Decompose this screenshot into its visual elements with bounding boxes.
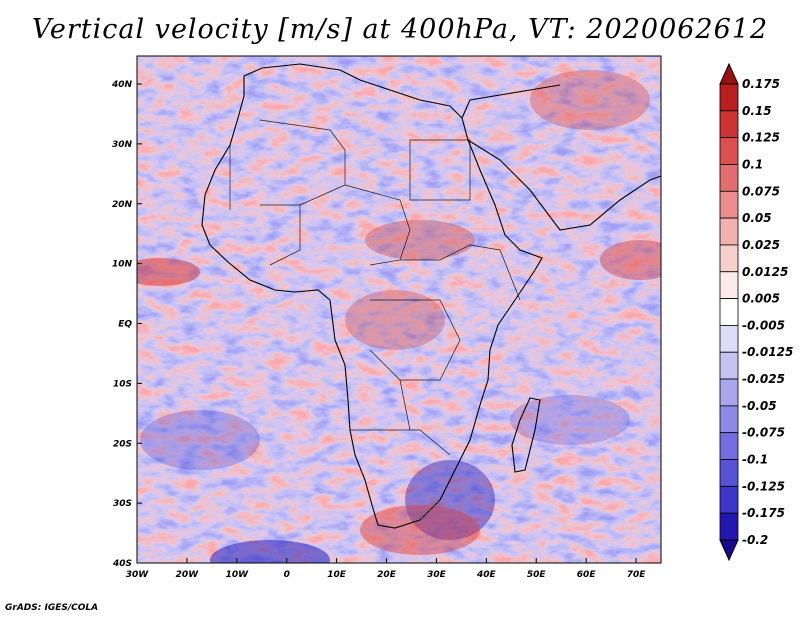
colorbar-swatch bbox=[719, 351, 739, 380]
colorbar-label: 0.175 bbox=[742, 77, 780, 91]
lon-tick-label: 70E bbox=[627, 570, 647, 580]
lon-tick-label: 40E bbox=[476, 570, 497, 580]
longitude-axis: 30W 20W 10W 0 10E 20E 30E 40E 50E 60E 70E bbox=[126, 558, 646, 580]
lon-tick-label: 50E bbox=[527, 570, 547, 580]
colorbar-swatch bbox=[719, 432, 739, 460]
colorbar-swatch bbox=[719, 378, 739, 407]
colorbar-label: -0.05 bbox=[742, 399, 777, 413]
lon-tick-label: 20E bbox=[377, 570, 397, 580]
lat-tick-label: 40S bbox=[112, 559, 132, 569]
lat-tick-label: 10S bbox=[113, 379, 132, 389]
lat-tick-label: EQ bbox=[118, 320, 132, 330]
plot-frame bbox=[136, 55, 662, 564]
colorbar-label: -0.2 bbox=[742, 533, 768, 547]
colorbar-swatch bbox=[719, 83, 739, 112]
colorbar: 0.175 0.15 0.125 0.1 0.075 0.05 0.025 0.0125 0.0… bbox=[719, 62, 793, 562]
lat-tick-label: 40N bbox=[111, 80, 133, 90]
lon-tick-label: 10W bbox=[226, 570, 250, 580]
colorbar-label: 0.05 bbox=[742, 211, 772, 225]
lon-tick-label: 20W bbox=[176, 570, 200, 580]
colorbar-swatch bbox=[719, 217, 739, 246]
colorbar-swatch bbox=[719, 405, 739, 434]
colorbar-bottom-arrow bbox=[719, 539, 739, 562]
lon-tick-label: 10E bbox=[327, 570, 347, 580]
lat-tick-label: 10N bbox=[112, 260, 133, 270]
colorbar-swatch bbox=[719, 298, 739, 326]
credit-label: GrADS: IGES/COLA bbox=[5, 603, 99, 613]
lon-tick-label: 30E bbox=[427, 570, 447, 580]
colorbar-swatch bbox=[719, 271, 739, 299]
colorbar-label: -0.075 bbox=[742, 426, 785, 440]
lat-tick-label: 30N bbox=[112, 140, 133, 150]
colorbar-swatch bbox=[719, 485, 739, 514]
lon-tick-label: 30W bbox=[126, 570, 150, 580]
latitude-axis: 40N 30N 20N 10N EQ 10S 20S 30S 40S bbox=[111, 80, 142, 569]
lat-tick-label: 30S bbox=[113, 499, 132, 509]
colorbar-label: 0.15 bbox=[742, 104, 772, 118]
colorbar-swatch bbox=[719, 110, 739, 139]
colorbar-label: 0.075 bbox=[742, 184, 780, 198]
colorbar-label: -0.0125 bbox=[742, 345, 793, 359]
coastlines bbox=[201, 63, 662, 529]
colorbar-label: 0.025 bbox=[742, 238, 780, 252]
colorbar-top-arrow bbox=[719, 62, 739, 85]
lat-tick-label: 20S bbox=[113, 439, 132, 449]
colorbar-label: -0.1 bbox=[742, 453, 768, 467]
map-title: Vertical velocity [m/s] at 400hPa, VT: 2… bbox=[31, 14, 769, 45]
colorbar-label: -0.125 bbox=[742, 479, 785, 493]
lat-tick-label: 20N bbox=[112, 200, 133, 210]
colorbar-label: -0.025 bbox=[742, 372, 785, 386]
colorbar-label: 0.005 bbox=[742, 292, 780, 306]
velocity-field bbox=[137, 56, 661, 563]
colorbar-swatch bbox=[719, 137, 739, 165]
colorbar-swatch bbox=[719, 325, 739, 353]
country-borders bbox=[229, 119, 521, 456]
colorbar-label: -0.175 bbox=[742, 506, 785, 520]
colorbar-label: 0.1 bbox=[742, 157, 763, 171]
colorbar-swatch bbox=[719, 459, 739, 487]
colorbar-swatch bbox=[719, 244, 739, 273]
colorbar-label: -0.005 bbox=[742, 318, 785, 332]
lon-tick-label: 0 bbox=[284, 570, 290, 580]
lon-tick-label: 60E bbox=[577, 570, 597, 580]
colorbar-swatch bbox=[719, 190, 739, 219]
colorbar-swatch bbox=[719, 164, 739, 192]
colorbar-label: 0.0125 bbox=[742, 265, 788, 279]
colorbar-label: 0.125 bbox=[742, 131, 780, 145]
colorbar-swatch bbox=[719, 512, 739, 541]
